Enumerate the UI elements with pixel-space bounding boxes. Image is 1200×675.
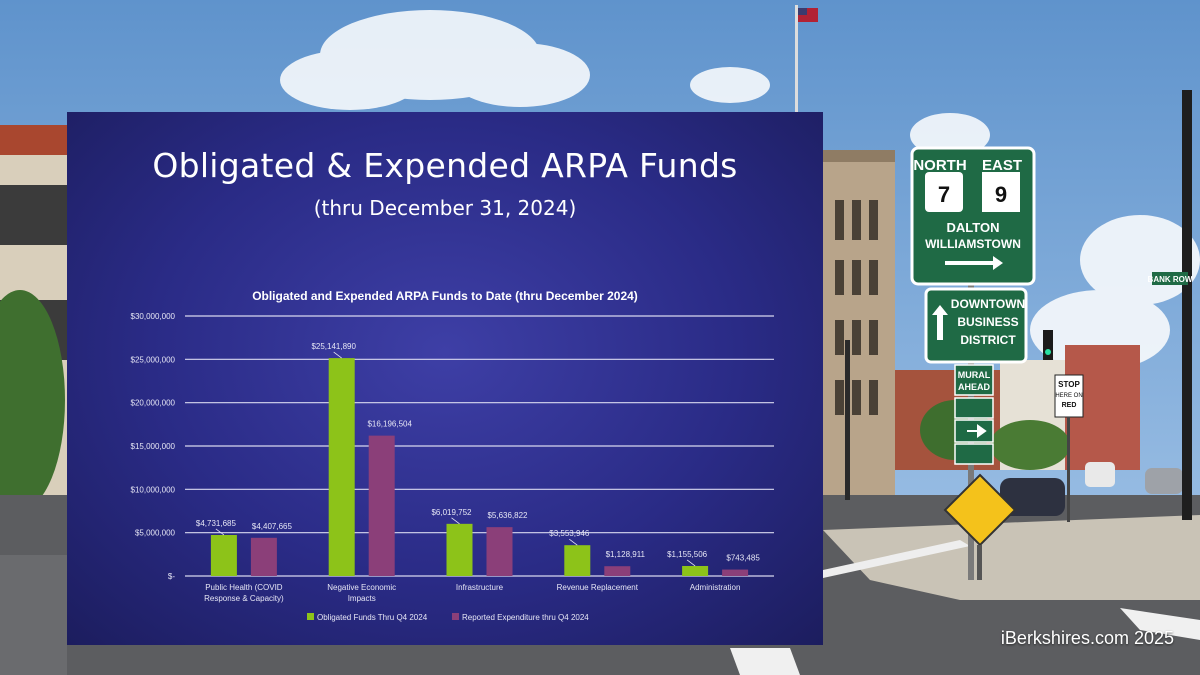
data-label: $4,731,685 xyxy=(196,519,237,528)
x-category-label: Administration xyxy=(690,583,741,592)
data-label-leader xyxy=(686,559,696,567)
cars xyxy=(1000,462,1183,516)
sign-stop-2: HERE ON xyxy=(1055,393,1082,399)
bar-expended xyxy=(722,569,749,576)
sign-downtown-1: DOWNTOWN xyxy=(951,297,1025,311)
data-label: $16,196,504 xyxy=(367,420,412,429)
sign-north-text: NORTH xyxy=(913,157,966,174)
ornate-building xyxy=(823,150,895,495)
bar-obligated xyxy=(328,358,355,576)
bar-obligated xyxy=(682,565,709,576)
sign-dest-dalton: DALTON xyxy=(947,220,1000,235)
y-tick-label: $- xyxy=(168,572,175,581)
street-sign: BANK ROW xyxy=(1148,272,1193,285)
slide-title: Obligated & Expended ARPA Funds xyxy=(152,146,738,185)
bar-expended xyxy=(368,435,395,576)
slide-subtitle: (thru December 31, 2024) xyxy=(313,196,577,220)
data-label: $3,553,946 xyxy=(549,529,590,538)
y-tick-label: $30,000,000 xyxy=(131,312,176,321)
legend-swatch xyxy=(452,613,459,620)
sign-downtown-2: BUSINESS xyxy=(957,315,1018,329)
data-label: $4,407,665 xyxy=(252,522,293,531)
sign-mural-1: MURAL xyxy=(958,370,991,380)
y-tick-label: $10,000,000 xyxy=(131,485,176,494)
legend-swatch xyxy=(307,613,314,620)
bar-expended xyxy=(250,537,277,576)
data-label: $1,155,506 xyxy=(667,550,708,559)
downtown-sign: DOWNTOWN BUSINESS DISTRICT xyxy=(924,287,1028,364)
stop-here-sign: STOP HERE ON RED xyxy=(1054,374,1084,522)
x-category-label: Revenue Replacement xyxy=(557,583,639,592)
left-building xyxy=(0,125,67,535)
bar-expended xyxy=(604,566,631,576)
presentation-slide: Obligated & Expended ARPA Funds (thru De… xyxy=(67,112,823,645)
data-label: $6,019,752 xyxy=(431,508,472,517)
data-label-leader xyxy=(569,538,578,546)
sign-bank-row: BANK ROW xyxy=(1148,275,1193,284)
sign-downtown-3: DISTRICT xyxy=(960,333,1016,347)
y-tick-label: $25,000,000 xyxy=(131,355,176,364)
route-sign: NORTH EAST 7 9 DALTON WILLIAMSTOWN xyxy=(910,146,1036,286)
legend-label: Obligated Funds Thru Q4 2024 xyxy=(317,613,428,622)
y-tick-label: $15,000,000 xyxy=(131,442,176,451)
legend-label: Reported Expenditure thru Q4 2024 xyxy=(462,613,589,622)
chart-title: Obligated and Expended ARPA Funds to Dat… xyxy=(252,289,638,303)
x-category-label: Negative Economic Impacts xyxy=(327,583,396,603)
sign-stop-3: RED xyxy=(1062,402,1077,409)
yellow-diamond-sign xyxy=(943,473,1017,580)
data-label: $5,636,822 xyxy=(487,511,528,520)
bar-chart: Obligated and Expended ARPA Funds to Dat… xyxy=(131,289,774,622)
sign-route-7: 7 xyxy=(938,182,950,207)
data-label: $743,485 xyxy=(726,554,760,563)
sign-mural-2: AHEAD xyxy=(958,382,991,392)
y-tick-label: $20,000,000 xyxy=(131,399,176,408)
mural-signs: MURAL AHEAD xyxy=(954,364,994,465)
x-category-label: Infrastructure xyxy=(456,583,504,592)
data-label-leader xyxy=(451,517,460,525)
sign-stop-1: STOP xyxy=(1058,380,1080,389)
y-tick-label: $5,000,000 xyxy=(135,529,176,538)
data-label: $25,141,890 xyxy=(311,342,356,351)
bar-obligated xyxy=(446,523,473,576)
bar-expended xyxy=(486,527,513,576)
data-label-leader xyxy=(333,351,342,359)
bar-obligated xyxy=(210,534,237,576)
sign-east-text: EAST xyxy=(982,157,1022,174)
data-label-leader xyxy=(215,528,225,536)
sign-route-9: 9 xyxy=(995,182,1007,207)
x-category-label: Public Health (COVID Response & Capacity) xyxy=(204,583,284,603)
sign-dest-williamstown: WILLIAMSTOWN xyxy=(925,237,1021,251)
bar-obligated xyxy=(564,545,591,576)
flag xyxy=(795,5,818,113)
data-label: $1,128,911 xyxy=(606,550,646,559)
watermark: iBerkshires.com 2025 xyxy=(1000,628,1174,648)
